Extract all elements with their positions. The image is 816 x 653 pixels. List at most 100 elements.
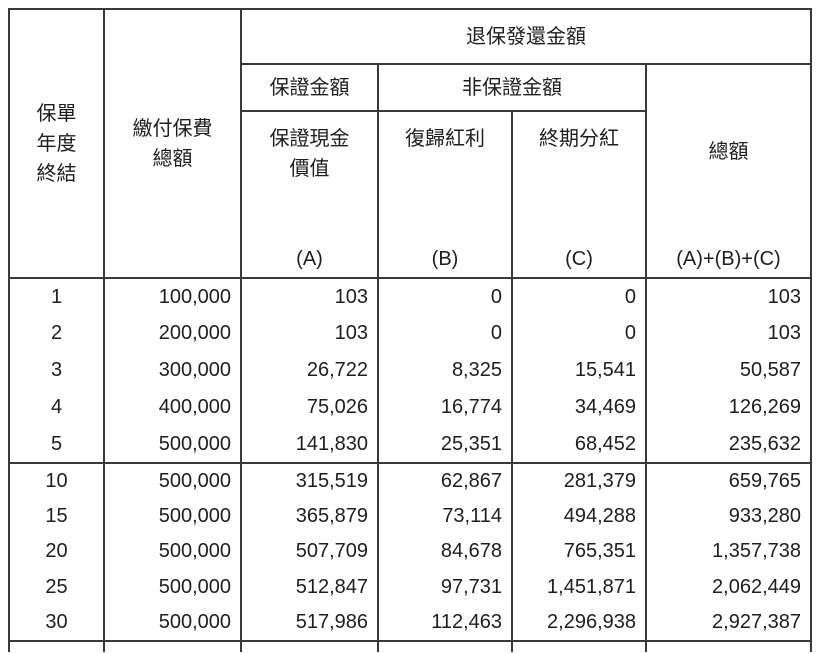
cell-terminal-dividend: 765,351 bbox=[511, 534, 647, 570]
cell-guaranteed-cash-value: 315,519 bbox=[240, 463, 379, 499]
header-premium-line1: 繳付保費 bbox=[132, 117, 213, 140]
rows-block-years-10-30: 10 500,000 315,519 62,867 281,379 659,76… bbox=[8, 463, 812, 641]
cell-terminal-dividend: 68,452 bbox=[511, 426, 647, 463]
cell-premium: 500,000 bbox=[103, 426, 242, 463]
stub-cell bbox=[240, 640, 379, 652]
cell-terminal-dividend: 0 bbox=[511, 315, 647, 352]
cell-total: 1,357,738 bbox=[645, 534, 812, 570]
table-row: 30 500,000 517,986 112,463 2,296,938 2,9… bbox=[8, 605, 812, 641]
cell-premium: 500,000 bbox=[103, 463, 242, 499]
stub-cell bbox=[511, 640, 647, 652]
table-row: 2 200,000 103 0 0 103 bbox=[8, 315, 812, 352]
table-row: 1 100,000 103 0 0 103 bbox=[8, 278, 812, 315]
header-gcv-line2: 價值 bbox=[289, 158, 330, 180]
header-total-code: (A)+(B)+(C) bbox=[676, 248, 781, 270]
header-premium-line2: 總額 bbox=[152, 147, 193, 170]
cell-premium: 500,000 bbox=[103, 534, 242, 570]
rows-block-years-1-5: 1 100,000 103 0 0 103 2 200,000 103 0 0 … bbox=[8, 278, 812, 463]
cell-total: 50,587 bbox=[645, 352, 812, 389]
cell-guaranteed-cash-value: 26,722 bbox=[240, 352, 379, 389]
header-rb-code: (B) bbox=[431, 248, 459, 270]
table-continues-stub bbox=[8, 640, 812, 652]
cell-premium: 500,000 bbox=[103, 569, 242, 606]
cell-terminal-dividend: 0 bbox=[511, 278, 647, 315]
cell-reversionary-bonus: 112,463 bbox=[377, 605, 513, 641]
cell-total: 2,927,387 bbox=[645, 605, 812, 641]
cell-terminal-dividend: 494,288 bbox=[511, 498, 647, 535]
table-row: 10 500,000 315,519 62,867 281,379 659,76… bbox=[8, 463, 812, 499]
cell-policy-year: 25 bbox=[8, 569, 105, 606]
header-non-guaranteed-group: 非保證金額 bbox=[377, 63, 647, 112]
cell-policy-year: 3 bbox=[8, 352, 105, 389]
header-surrender-group: 退保發還金額 bbox=[240, 8, 812, 65]
table-row: 3 300,000 26,722 8,325 15,541 50,587 bbox=[8, 352, 812, 389]
header-total: 總額 (A)+(B)+(C) bbox=[645, 63, 812, 279]
table-header: 保單 年度 終結 繳付保費 總額 退保發還金額 保證金額 非保證金額 總額 (A… bbox=[8, 8, 812, 279]
cell-reversionary-bonus: 62,867 bbox=[377, 463, 513, 499]
cell-policy-year: 15 bbox=[8, 498, 105, 535]
cell-policy-year: 2 bbox=[8, 315, 105, 352]
cell-terminal-dividend: 281,379 bbox=[511, 463, 647, 499]
stub-cell bbox=[377, 640, 513, 652]
cell-premium: 300,000 bbox=[103, 352, 242, 389]
cell-terminal-dividend: 15,541 bbox=[511, 352, 647, 389]
cell-guaranteed-cash-value: 365,879 bbox=[240, 498, 379, 535]
cell-premium: 200,000 bbox=[103, 315, 242, 352]
cell-reversionary-bonus: 73,114 bbox=[377, 498, 513, 535]
header-policy-year-line3: 終結 bbox=[36, 162, 77, 185]
header-guaranteed-cash-value: 保證現金 價值 (A) bbox=[240, 110, 379, 279]
cell-terminal-dividend: 34,469 bbox=[511, 389, 647, 426]
cell-total: 235,632 bbox=[645, 426, 812, 463]
cell-reversionary-bonus: 0 bbox=[377, 278, 513, 315]
table-row: 15 500,000 365,879 73,114 494,288 933,28… bbox=[8, 498, 812, 535]
cell-premium: 500,000 bbox=[103, 498, 242, 535]
header-td-code: (C) bbox=[565, 248, 593, 270]
cell-premium: 100,000 bbox=[103, 278, 242, 315]
cell-premium: 400,000 bbox=[103, 389, 242, 426]
header-gcv-line1: 保證現金 bbox=[269, 128, 350, 150]
surrender-value-table: 保單 年度 終結 繳付保費 總額 退保發還金額 保證金額 非保證金額 總額 (A… bbox=[8, 8, 812, 652]
cell-reversionary-bonus: 97,731 bbox=[377, 569, 513, 606]
cell-guaranteed-cash-value: 512,847 bbox=[240, 569, 379, 606]
cell-guaranteed-cash-value: 517,986 bbox=[240, 605, 379, 641]
stub-row bbox=[8, 640, 812, 652]
cell-reversionary-bonus: 0 bbox=[377, 315, 513, 352]
cell-policy-year: 1 bbox=[8, 278, 105, 315]
cell-policy-year: 5 bbox=[8, 426, 105, 463]
cell-reversionary-bonus: 25,351 bbox=[377, 426, 513, 463]
cell-total: 126,269 bbox=[645, 389, 812, 426]
cell-policy-year: 30 bbox=[8, 605, 105, 641]
cell-guaranteed-cash-value: 103 bbox=[240, 278, 379, 315]
cell-total: 103 bbox=[645, 315, 812, 352]
cell-policy-year: 4 bbox=[8, 389, 105, 426]
table-row: 25 500,000 512,847 97,731 1,451,871 2,06… bbox=[8, 569, 812, 606]
cell-total: 103 bbox=[645, 278, 812, 315]
cell-guaranteed-cash-value: 103 bbox=[240, 315, 379, 352]
cell-policy-year: 10 bbox=[8, 463, 105, 499]
cell-total: 933,280 bbox=[645, 498, 812, 535]
header-reversionary-bonus: 復歸紅利 (B) bbox=[377, 110, 513, 279]
cell-reversionary-bonus: 8,325 bbox=[377, 352, 513, 389]
table-row: 5 500,000 141,830 25,351 68,452 235,632 bbox=[8, 426, 812, 463]
table-row: 4 400,000 75,026 16,774 34,469 126,269 bbox=[8, 389, 812, 426]
cell-terminal-dividend: 1,451,871 bbox=[511, 569, 647, 606]
header-terminal-dividend: 終期分紅 (C) bbox=[511, 110, 647, 279]
table-row: 20 500,000 507,709 84,678 765,351 1,357,… bbox=[8, 534, 812, 570]
cell-guaranteed-cash-value: 75,026 bbox=[240, 389, 379, 426]
header-premium-total: 繳付保費 總額 bbox=[103, 8, 242, 279]
header-policy-year-line2: 年度 bbox=[36, 132, 77, 155]
header-rb-label: 復歸紅利 bbox=[405, 128, 485, 150]
header-policy-year-line1: 保單 bbox=[36, 102, 77, 125]
cell-premium: 500,000 bbox=[103, 605, 242, 641]
cell-policy-year: 20 bbox=[8, 534, 105, 570]
cell-guaranteed-cash-value: 141,830 bbox=[240, 426, 379, 463]
header-gcv-code: (A) bbox=[296, 248, 323, 270]
stub-cell bbox=[645, 640, 812, 652]
cell-reversionary-bonus: 84,678 bbox=[377, 534, 513, 570]
stub-cell bbox=[103, 640, 242, 652]
header-guaranteed-group: 保證金額 bbox=[240, 63, 379, 112]
cell-reversionary-bonus: 16,774 bbox=[377, 389, 513, 426]
cell-total: 2,062,449 bbox=[645, 569, 812, 606]
cell-total: 659,765 bbox=[645, 463, 812, 499]
